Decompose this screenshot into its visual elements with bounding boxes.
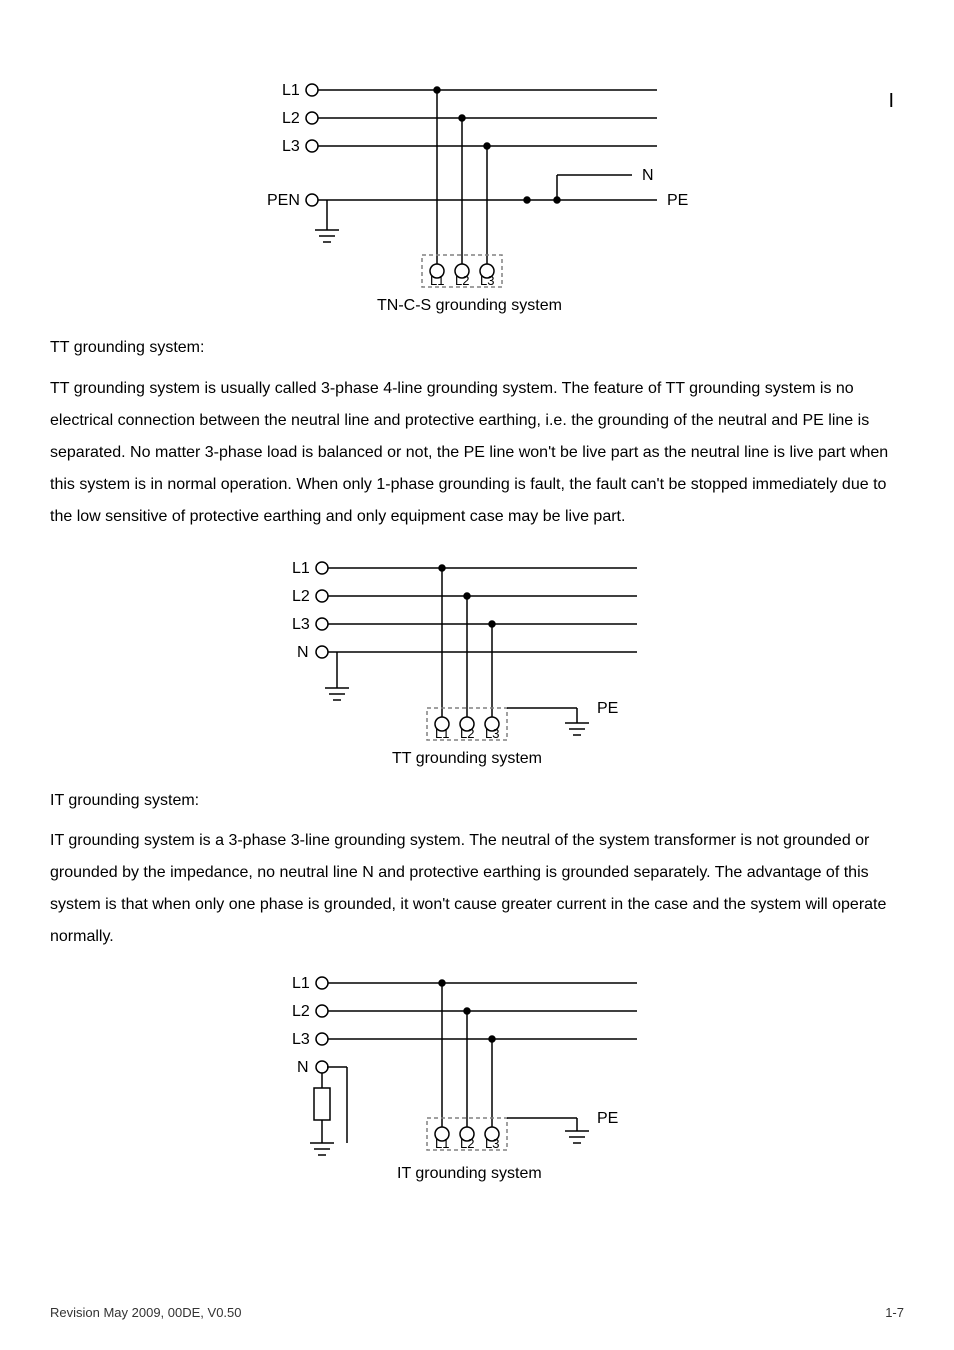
d1-l2: L2 [282, 110, 300, 127]
footer-right: 1-7 [885, 1305, 904, 1320]
d1-l3: L3 [282, 138, 300, 155]
footer-left: Revision May 2009, 00DE, V0.50 [50, 1305, 242, 1320]
d3-pe: PE [597, 1110, 618, 1127]
d2-ll1: L1 [435, 726, 449, 741]
d3-caption: IT grounding system [397, 1165, 542, 1182]
d3-l3: L3 [292, 1031, 310, 1048]
d3-n: N [297, 1059, 309, 1076]
d3-l2: L2 [292, 1003, 310, 1020]
d2-l2: L2 [292, 588, 310, 605]
tt-body: TT grounding system is usually called 3-… [50, 373, 904, 533]
d2-l1: L1 [292, 560, 310, 577]
d2-ll2: L2 [460, 726, 474, 741]
d1-n: N [642, 167, 654, 184]
d2-pe: PE [597, 700, 618, 717]
d1-pen: PEN [267, 192, 300, 209]
d3-l1: L1 [292, 975, 310, 992]
d1-caption: TN-C-S grounding system [377, 297, 562, 314]
d2-caption: TT grounding system [392, 750, 542, 767]
it-body: IT grounding system is a 3-phase 3-line … [50, 825, 904, 953]
diagram-tt: L1 L2 L3 N PE L1 L2 L3 TT grounding syst… [50, 543, 904, 773]
corner-mark: I [888, 90, 894, 113]
d3-ll3: L3 [485, 1136, 499, 1151]
d3-ll1: L1 [435, 1136, 449, 1151]
d3-ll2: L2 [460, 1136, 474, 1151]
d1-l1: L1 [282, 82, 300, 99]
it-heading: IT grounding system: [50, 788, 904, 814]
diagram-tncs: L1 L2 L3 PEN N PE L1 L2 L3 TN-C-S ground… [50, 60, 904, 320]
d1-pe: PE [667, 192, 688, 209]
d2-ll3: L3 [485, 726, 499, 741]
d2-n: N [297, 644, 309, 661]
d1-ll3: L3 [480, 273, 494, 288]
d2-l3: L3 [292, 616, 310, 633]
diagram-it: L1 L2 L3 N PE L1 L2 L3 IT grounding syst… [50, 963, 904, 1188]
tt-heading: TT grounding system: [50, 335, 904, 361]
d1-ll2: L2 [455, 273, 469, 288]
d1-ll1: L1 [430, 273, 444, 288]
page-footer: Revision May 2009, 00DE, V0.50 1-7 [50, 1305, 904, 1320]
